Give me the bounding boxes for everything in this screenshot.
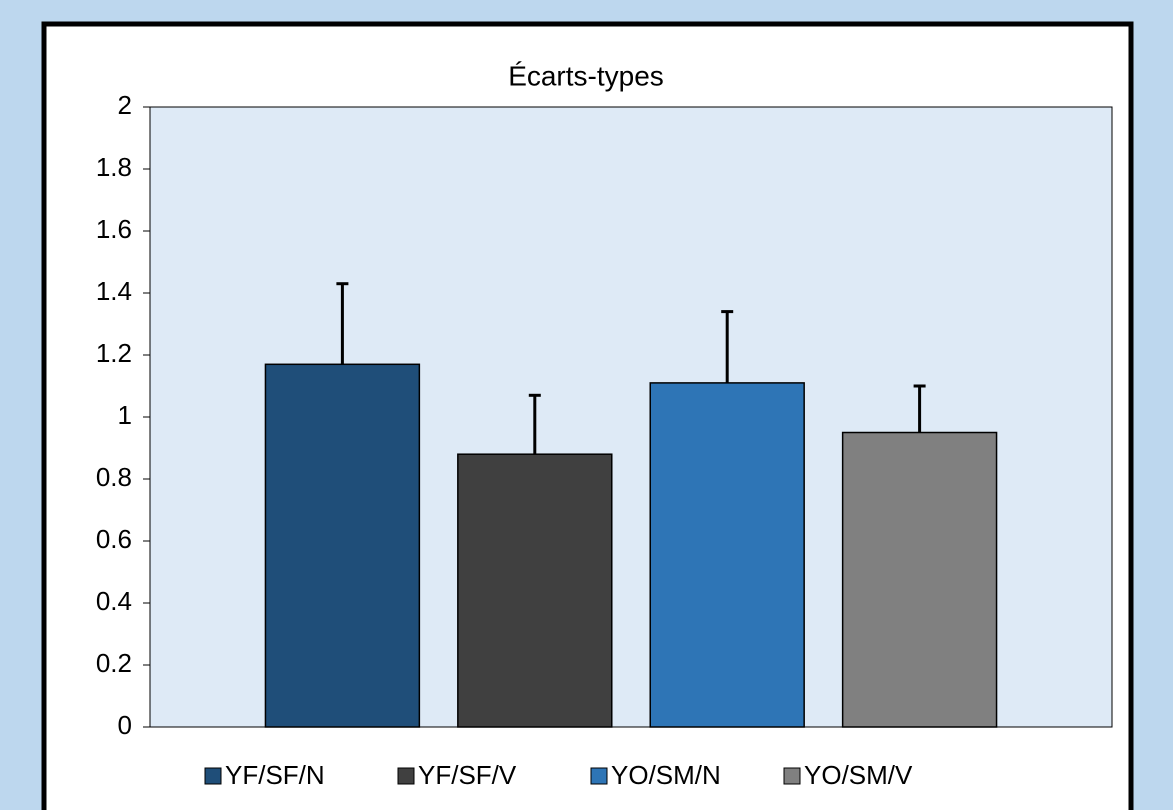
y-tick-label: 2 bbox=[118, 90, 132, 120]
legend-label: YF/SF/V bbox=[418, 760, 517, 790]
y-tick-label: 1.8 bbox=[96, 152, 132, 182]
y-tick-label: 1.4 bbox=[96, 276, 132, 306]
y-tick-label: 0 bbox=[118, 710, 132, 740]
chart-title: Écarts-types bbox=[508, 60, 664, 91]
y-tick-label: 1.2 bbox=[96, 338, 132, 368]
legend-label: YO/SM/V bbox=[804, 760, 913, 790]
legend-label: YF/SF/N bbox=[225, 760, 325, 790]
legend-swatch bbox=[783, 767, 801, 785]
y-tick-label: 1 bbox=[118, 400, 132, 430]
legend-label: YO/SM/N bbox=[611, 760, 721, 790]
legend-swatch bbox=[397, 767, 415, 785]
legend-swatch bbox=[204, 767, 222, 785]
bar bbox=[649, 382, 805, 728]
bar bbox=[841, 431, 998, 728]
y-tick-label: 0.8 bbox=[96, 462, 132, 492]
y-tick-label: 0.4 bbox=[96, 586, 132, 616]
bar bbox=[457, 453, 613, 728]
legend-swatch bbox=[590, 767, 608, 785]
bar bbox=[264, 363, 421, 728]
y-tick-label: 1.6 bbox=[96, 214, 132, 244]
y-tick-label: 0.2 bbox=[96, 648, 132, 678]
y-tick-label: 0.6 bbox=[96, 524, 132, 554]
